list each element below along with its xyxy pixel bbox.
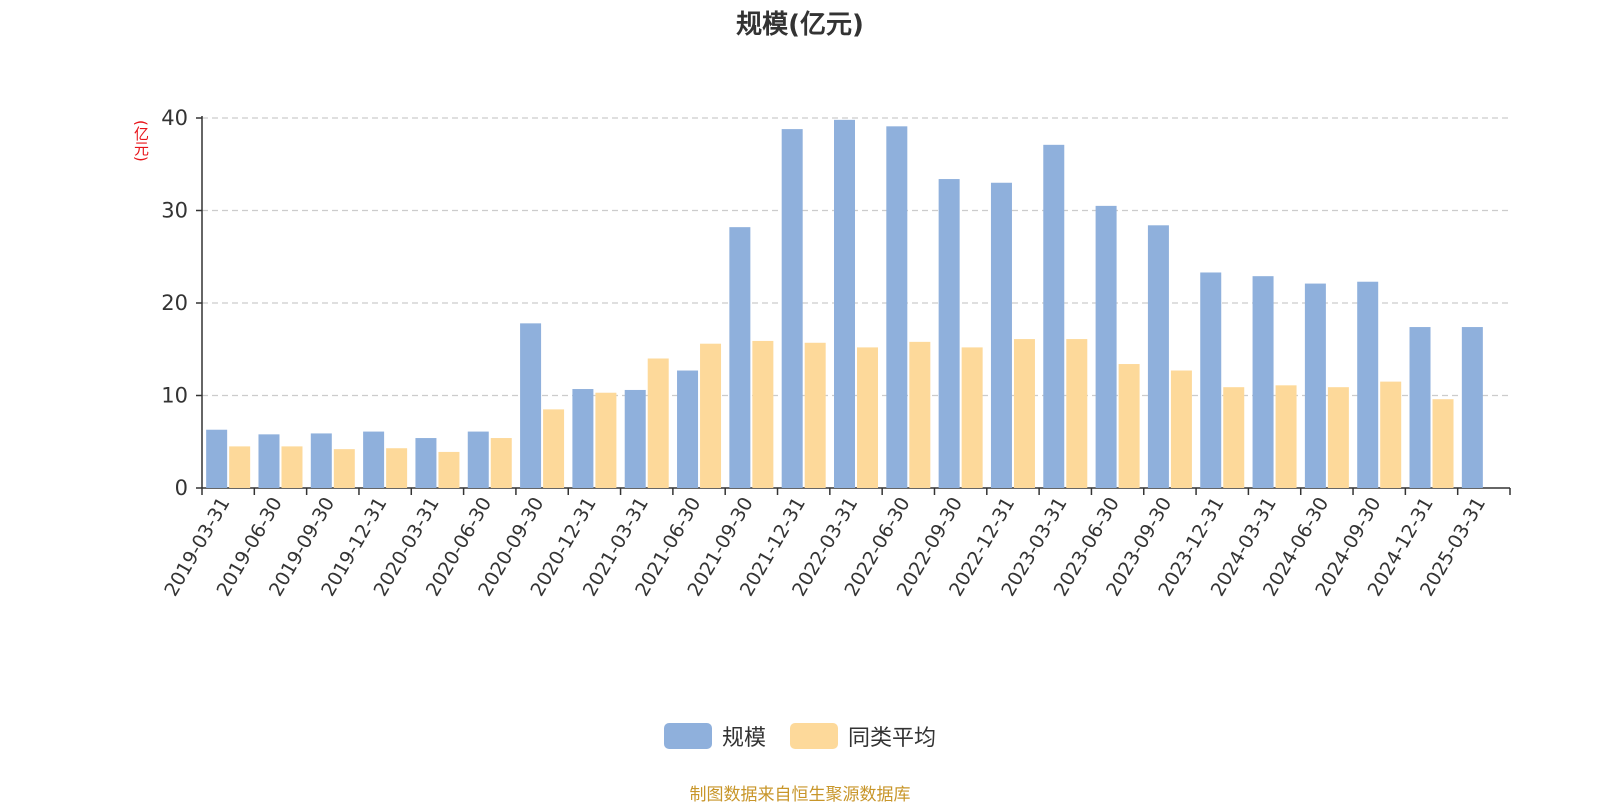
- legend-item-peer-average[interactable]: 同类平均: [790, 720, 936, 752]
- bar-scale: [624, 389, 646, 488]
- y-tick-label: 30: [161, 199, 188, 223]
- bar-scale: [1304, 283, 1326, 488]
- y-tick-label: 0: [175, 476, 188, 500]
- bar-peer-average: [1223, 387, 1245, 488]
- bar-peer-average: [333, 449, 355, 488]
- bar-scale: [886, 126, 908, 488]
- bar-scale: [1357, 281, 1379, 488]
- bar-scale: [677, 370, 699, 488]
- legend-label-peer-average: 同类平均: [848, 726, 937, 751]
- bar-peer-average: [700, 343, 722, 488]
- bar-scale: [1461, 327, 1483, 488]
- chart-title: 规模(亿元): [736, 10, 864, 40]
- bar-scale: [990, 182, 1012, 488]
- y-tick-label: 40: [161, 106, 188, 130]
- bar-peer-average: [909, 341, 931, 488]
- legend: 规模 同类平均: [0, 720, 1600, 752]
- y-axis-unit: (亿元): [132, 120, 150, 162]
- bar-scale: [415, 438, 437, 488]
- bar-peer-average: [1380, 381, 1402, 488]
- bar-scale: [729, 227, 751, 488]
- y-tick-label: 10: [161, 384, 188, 408]
- bar-peer-average: [490, 438, 512, 488]
- data-source-note: 制图数据来自恒生聚源数据库: [689, 785, 911, 805]
- bar-peer-average: [752, 340, 774, 488]
- legend-swatch-peer-average: [790, 723, 838, 749]
- bar-peer-average: [543, 409, 565, 488]
- bar-scale: [1147, 225, 1169, 489]
- bar-peer-average: [595, 392, 617, 488]
- bar-scale: [1252, 276, 1274, 488]
- bar-scale: [363, 431, 385, 488]
- bar-scale: [1200, 272, 1222, 488]
- bar-scale: [572, 389, 594, 488]
- bar-scale: [206, 429, 228, 488]
- bar-peer-average: [438, 451, 460, 488]
- bar-peer-average: [1432, 399, 1454, 488]
- bar-peer-average: [804, 342, 826, 488]
- bar-scale: [781, 129, 803, 488]
- bar-peer-average: [1327, 387, 1349, 488]
- bar-peer-average: [229, 446, 251, 488]
- bar-scale: [938, 179, 960, 489]
- bar-peer-average: [857, 347, 878, 488]
- legend-label-scale: 规模: [721, 726, 766, 751]
- legend-item-scale[interactable]: 规模: [663, 720, 766, 752]
- bar-scale: [834, 119, 855, 488]
- bar-scale: [467, 431, 489, 488]
- bar-peer-average: [1170, 370, 1192, 488]
- bar-scale: [258, 434, 280, 488]
- y-tick-label: 20: [161, 291, 188, 315]
- bar-peer-average: [647, 358, 669, 488]
- bar-chart: 0102030402019-03-312019-06-302019-09-302…: [160, 106, 1511, 600]
- bar-scale: [1409, 327, 1431, 488]
- bar-peer-average: [386, 448, 408, 488]
- bar-peer-average: [1118, 364, 1140, 488]
- bar-scale: [310, 433, 332, 488]
- bar-peer-average: [961, 347, 983, 488]
- bar-peer-average: [1066, 339, 1088, 488]
- bar-scale: [1095, 205, 1117, 488]
- bar-peer-average: [1013, 339, 1035, 488]
- bar-scale: [1043, 144, 1065, 488]
- bar-peer-average: [281, 446, 303, 488]
- bar-peer-average: [1275, 385, 1297, 488]
- legend-swatch-scale: [663, 723, 712, 749]
- bar-scale: [520, 323, 542, 488]
